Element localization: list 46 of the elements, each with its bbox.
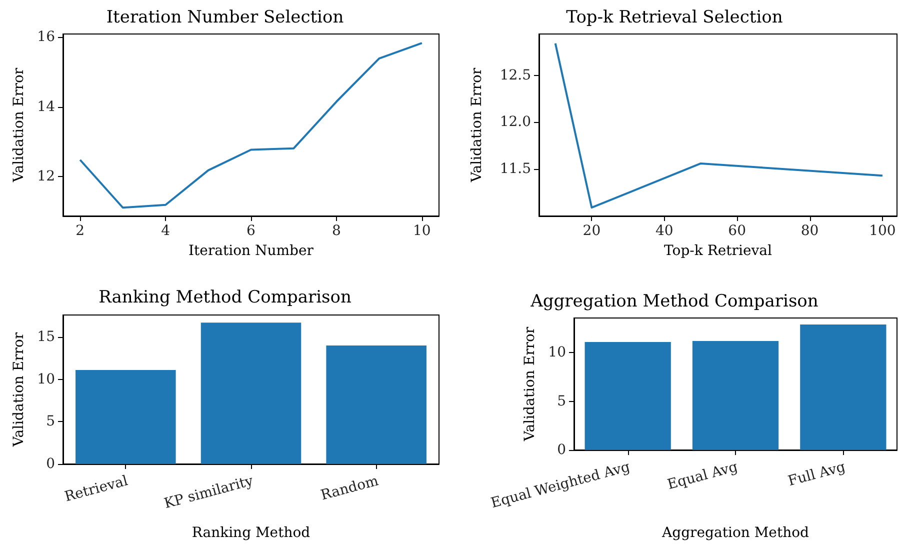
y-axis-title: Validation Error	[522, 326, 538, 442]
line-series	[79, 42, 423, 209]
bar	[76, 370, 176, 464]
y-tick-label: 11.5	[500, 161, 531, 178]
bar	[692, 341, 779, 450]
line-series	[554, 42, 884, 209]
x-tick-label: 80	[800, 223, 819, 239]
x-tick-label: 60	[728, 223, 746, 239]
x-tick-label: 6	[246, 223, 256, 239]
x-tick-label: 10	[412, 223, 431, 239]
y-tick-label: 5	[46, 414, 55, 430]
y-tick-label: 0	[46, 456, 55, 472]
y-tick-label: 10	[37, 371, 55, 388]
y-axis-title: Validation Error	[11, 68, 27, 184]
x-tick-label: Random	[319, 473, 380, 504]
y-tick-label: 14	[37, 98, 56, 115]
y-tick-label: 15	[37, 329, 55, 346]
y-axis-title: Validation Error	[469, 68, 485, 184]
bar	[200, 322, 302, 464]
y-axis-title: Validation Error	[11, 332, 27, 448]
x-tick-label: 40	[655, 223, 674, 239]
x-axis-title: Aggregation Method	[661, 525, 810, 541]
y-tick-label: 10	[548, 344, 566, 361]
y-tick-label: 5	[557, 393, 566, 410]
y-tick-label: 12.0	[500, 114, 531, 130]
x-tick-label: 100	[869, 223, 896, 239]
y-tick-label: 16	[37, 29, 56, 46]
x-axis-title: Top-k Retrieval	[664, 243, 772, 259]
y-tick-label: 0	[557, 442, 566, 458]
chart-title: Ranking Method Comparison	[98, 288, 352, 308]
x-tick-label: 8	[332, 223, 341, 239]
y-tick-label: 12	[37, 168, 55, 185]
chart-title: Aggregation Method Comparison	[530, 292, 818, 312]
x-axis-title: Iteration Number	[188, 243, 314, 259]
y-tick-label: 12.5	[500, 67, 531, 84]
bar	[326, 345, 426, 464]
bar	[584, 342, 671, 450]
x-tick-label: Full Avg	[786, 459, 848, 490]
x-tick-label: Equal Avg	[666, 459, 740, 494]
x-tick-label: 4	[161, 223, 170, 239]
x-tick-label: 2	[76, 223, 85, 239]
bar	[800, 324, 886, 450]
x-tick-label: 20	[582, 223, 601, 239]
chart-title: Iteration Number Selection	[106, 8, 344, 28]
x-axis-title: Ranking Method	[192, 525, 310, 541]
chart-title: Top-k Retrieval Selection	[566, 8, 783, 28]
